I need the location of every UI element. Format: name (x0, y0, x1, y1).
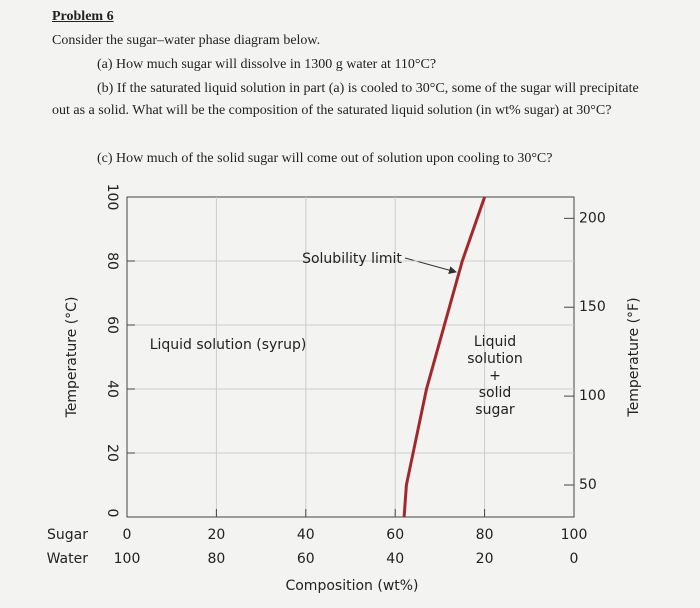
annotation: + (489, 368, 501, 384)
annotation: Solubility limit (302, 251, 402, 267)
x-tick-label: 80 (476, 527, 494, 543)
x-tick-label: 20 (207, 527, 225, 543)
y-axis-label: Temperature (°C) (64, 297, 80, 419)
annotation: solid (479, 385, 512, 401)
x-axis-label: Composition (wt%) (285, 578, 418, 594)
annotation: Liquid solution (syrup) (150, 337, 307, 353)
x-row-label: Water (47, 551, 89, 567)
x-tick-label: 100 (561, 527, 588, 543)
annotation: Liquid (474, 334, 516, 350)
annotation: solution (467, 351, 522, 367)
annotation-arrow (404, 257, 457, 275)
solubility-curve (402, 196, 487, 518)
problem-part: (c) How much of the solid sugar will com… (97, 151, 553, 166)
water-tick-label: 60 (297, 551, 315, 567)
y-tick-label: 20 (104, 444, 120, 462)
y-tick-label: 80 (104, 252, 120, 270)
annotation: sugar (475, 402, 515, 418)
x-row-label: Sugar (47, 527, 88, 543)
y-tick-label: 0 (104, 509, 120, 518)
x-tick-label: 60 (386, 527, 404, 543)
water-tick-label: 80 (207, 551, 225, 567)
problem-title: Problem 6 (52, 9, 114, 24)
y-tick-label: 100 (104, 184, 120, 211)
x-tick-label: 0 (123, 527, 132, 543)
y2-tick-label: 100 (579, 388, 606, 404)
problem-part: (b) If the saturated liquid solution in … (52, 81, 639, 118)
water-tick-label: 40 (386, 551, 404, 567)
y-tick-label: 60 (104, 316, 120, 334)
problem-part: (a) How much sugar will dissolve in 1300… (97, 57, 437, 72)
y2-tick-label: 150 (579, 299, 606, 315)
y-tick-label: 40 (104, 380, 120, 398)
water-tick-label: 0 (570, 551, 579, 567)
problem-intro: Consider the sugar–water phase diagram b… (52, 33, 321, 48)
y2-tick-label: 50 (579, 477, 597, 493)
y2-tick-label: 200 (579, 210, 606, 226)
water-tick-label: 20 (476, 551, 494, 567)
y2-axis-label: Temperature (°F) (626, 297, 642, 417)
water-tick-label: 100 (114, 551, 141, 567)
plot-frame (126, 196, 575, 518)
x-tick-label: 40 (297, 527, 315, 543)
